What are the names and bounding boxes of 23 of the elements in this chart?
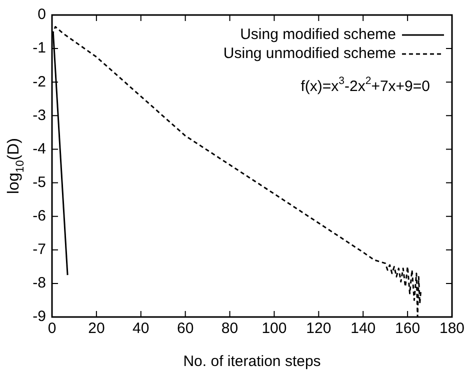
y-axis-title: log10(D) <box>5 138 26 194</box>
x-tick-label: 80 <box>221 320 238 338</box>
x-tick-label: 20 <box>88 320 105 338</box>
x-tick-label: 160 <box>395 320 420 338</box>
x-tick-label: 100 <box>262 320 287 338</box>
legend-label: Using unmodified scheme <box>223 45 396 62</box>
y-tick-label: -1 <box>32 40 46 57</box>
y-tick-label: -2 <box>32 73 46 90</box>
y-tick-label: 0 <box>38 6 46 24</box>
y-tick-label: -5 <box>32 174 46 191</box>
x-axis-title: No. of iteration steps <box>183 353 321 370</box>
x-tick-label: 60 <box>176 320 194 338</box>
x-tick-label: 180 <box>439 320 465 338</box>
y-tick-label: -8 <box>32 274 46 292</box>
legend-label: Using modified scheme <box>240 26 396 44</box>
y-tick-label: -4 <box>32 140 46 158</box>
y-tick-label: -7 <box>32 241 46 258</box>
x-tick-label: 140 <box>350 320 376 338</box>
y-tick-label: -6 <box>32 207 46 224</box>
x-tick-label: 40 <box>132 320 150 338</box>
y-tick-label: -9 <box>32 308 46 326</box>
x-tick-label: 120 <box>306 320 332 338</box>
y-tick-label: -3 <box>32 106 46 124</box>
